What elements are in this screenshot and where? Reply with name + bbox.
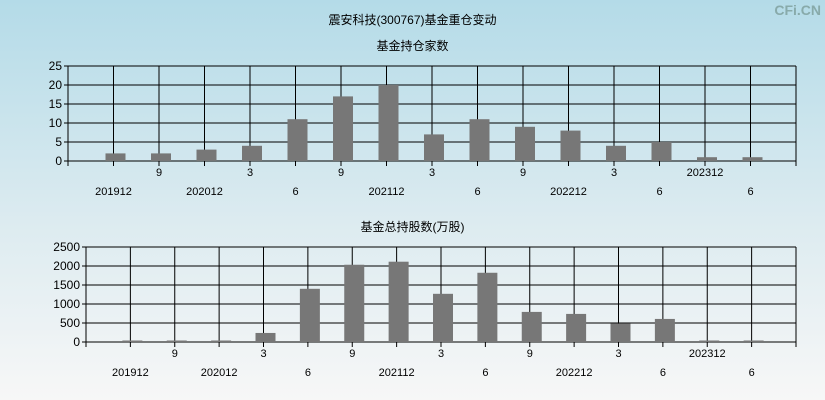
x-tick-label: 202212: [556, 367, 593, 379]
bar-shadow: [255, 332, 276, 342]
bar-shadow: [287, 119, 308, 161]
y-tick-label: 20: [49, 78, 63, 92]
y-tick-label: 5: [55, 135, 62, 149]
x-tick-label: 202012: [186, 186, 223, 198]
y-tick-label: 2000: [53, 259, 80, 273]
bar-shadow: [606, 145, 626, 161]
bar-shadow: [742, 157, 763, 161]
x-tick-label: 201912: [112, 367, 149, 379]
bar-shadow: [697, 157, 717, 161]
y-tick-label: 2500: [53, 240, 80, 254]
bar-shadow: [433, 293, 453, 342]
x-tick-label: 202012: [201, 367, 238, 379]
bar-shadow: [378, 85, 399, 161]
x-tick-label: 6: [292, 186, 298, 198]
y-tick-label: 0: [73, 335, 80, 349]
bar-shadow: [560, 130, 581, 161]
bar-shadow: [211, 340, 232, 342]
watermark-logo: CFi.CN: [774, 2, 821, 18]
x-tick-label: 6: [474, 186, 480, 198]
bar-shadow: [299, 288, 320, 342]
x-tick-label: 3: [429, 167, 435, 179]
x-tick-label: 202212: [550, 186, 587, 198]
x-tick-label: 202312: [689, 348, 726, 360]
bar-shadow: [388, 261, 409, 342]
bar-shadow: [654, 318, 675, 342]
x-tick-label: 9: [156, 167, 162, 179]
bar-shadow: [566, 313, 587, 342]
x-tick-label: 9: [527, 348, 533, 360]
bar-shadow: [196, 149, 217, 161]
bar-shadow: [151, 153, 171, 161]
x-tick-label: 9: [349, 348, 355, 360]
y-tick-label: 25: [49, 59, 63, 73]
y-tick-label: 500: [60, 316, 80, 330]
bar-shadow: [743, 340, 764, 342]
bar-shadow: [242, 145, 262, 161]
bar-shadow: [344, 264, 365, 342]
x-tick-label: 9: [338, 167, 344, 179]
bar-shadow: [424, 134, 444, 161]
x-tick-label: 9: [172, 348, 178, 360]
x-tick-label: 201912: [95, 186, 132, 198]
x-tick-label: 6: [656, 186, 662, 198]
x-tick-label: 202112: [379, 367, 415, 379]
bar-shadow: [122, 340, 143, 342]
y-tick-label: 0: [55, 154, 62, 168]
x-tick-label: 9: [520, 167, 526, 179]
x-tick-label: 3: [615, 348, 621, 360]
x-tick-label: 6: [482, 367, 488, 379]
x-tick-label: 3: [611, 167, 617, 179]
x-tick-label: 202112: [369, 186, 405, 198]
x-tick-label: 3: [438, 348, 444, 360]
bar-shadow: [333, 96, 353, 161]
chart1-title: 基金持仓家数: [376, 39, 449, 53]
bar-shadow: [651, 142, 672, 161]
x-tick-label: 6: [660, 367, 666, 379]
x-tick-label: 3: [260, 348, 266, 360]
x-tick-label: 202312: [687, 167, 724, 179]
main-title: 震安科技(300767)基金重仓变动: [328, 13, 497, 27]
bar-shadow: [166, 340, 187, 342]
bar-shadow: [699, 340, 720, 342]
y-tick-label: 15: [49, 97, 63, 111]
x-tick-label: 6: [747, 186, 753, 198]
bar-shadow: [521, 311, 542, 342]
bar-shadow: [477, 272, 498, 342]
x-tick-label: 6: [305, 367, 311, 379]
y-tick-label: 1500: [53, 278, 80, 292]
x-tick-label: 6: [749, 367, 755, 379]
bar-shadow: [610, 323, 631, 342]
bar-shadow: [105, 153, 126, 161]
bar-shadow: [515, 126, 535, 161]
x-tick-label: 3: [247, 167, 253, 179]
bar-shadow: [469, 119, 490, 161]
chart2-title: 基金总持股数(万股): [360, 220, 465, 234]
y-tick-label: 10: [49, 116, 63, 130]
y-tick-label: 1000: [53, 297, 80, 311]
